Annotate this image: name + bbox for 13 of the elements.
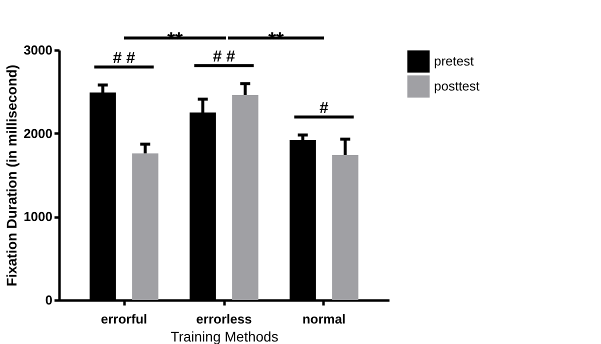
y-tick-label: 3000 [24, 42, 52, 58]
x-tick-label: errorless [196, 312, 252, 326]
legend-label: pretest [434, 54, 474, 68]
legend-label: posttest [434, 78, 480, 94]
x-tick-label: errorful [100, 312, 148, 326]
annotation: # [320, 100, 329, 117]
annotation: # # [112, 50, 136, 67]
x-tick-label: normal [302, 312, 346, 326]
y-tick-label: 1000 [24, 209, 52, 224]
annotation: # # [212, 48, 236, 66]
y-axis-title: Fixation Duration (in millisecond) [4, 64, 20, 286]
y-tick-label: 0 [45, 292, 52, 308]
y-tick-label: 2000 [24, 126, 52, 141]
